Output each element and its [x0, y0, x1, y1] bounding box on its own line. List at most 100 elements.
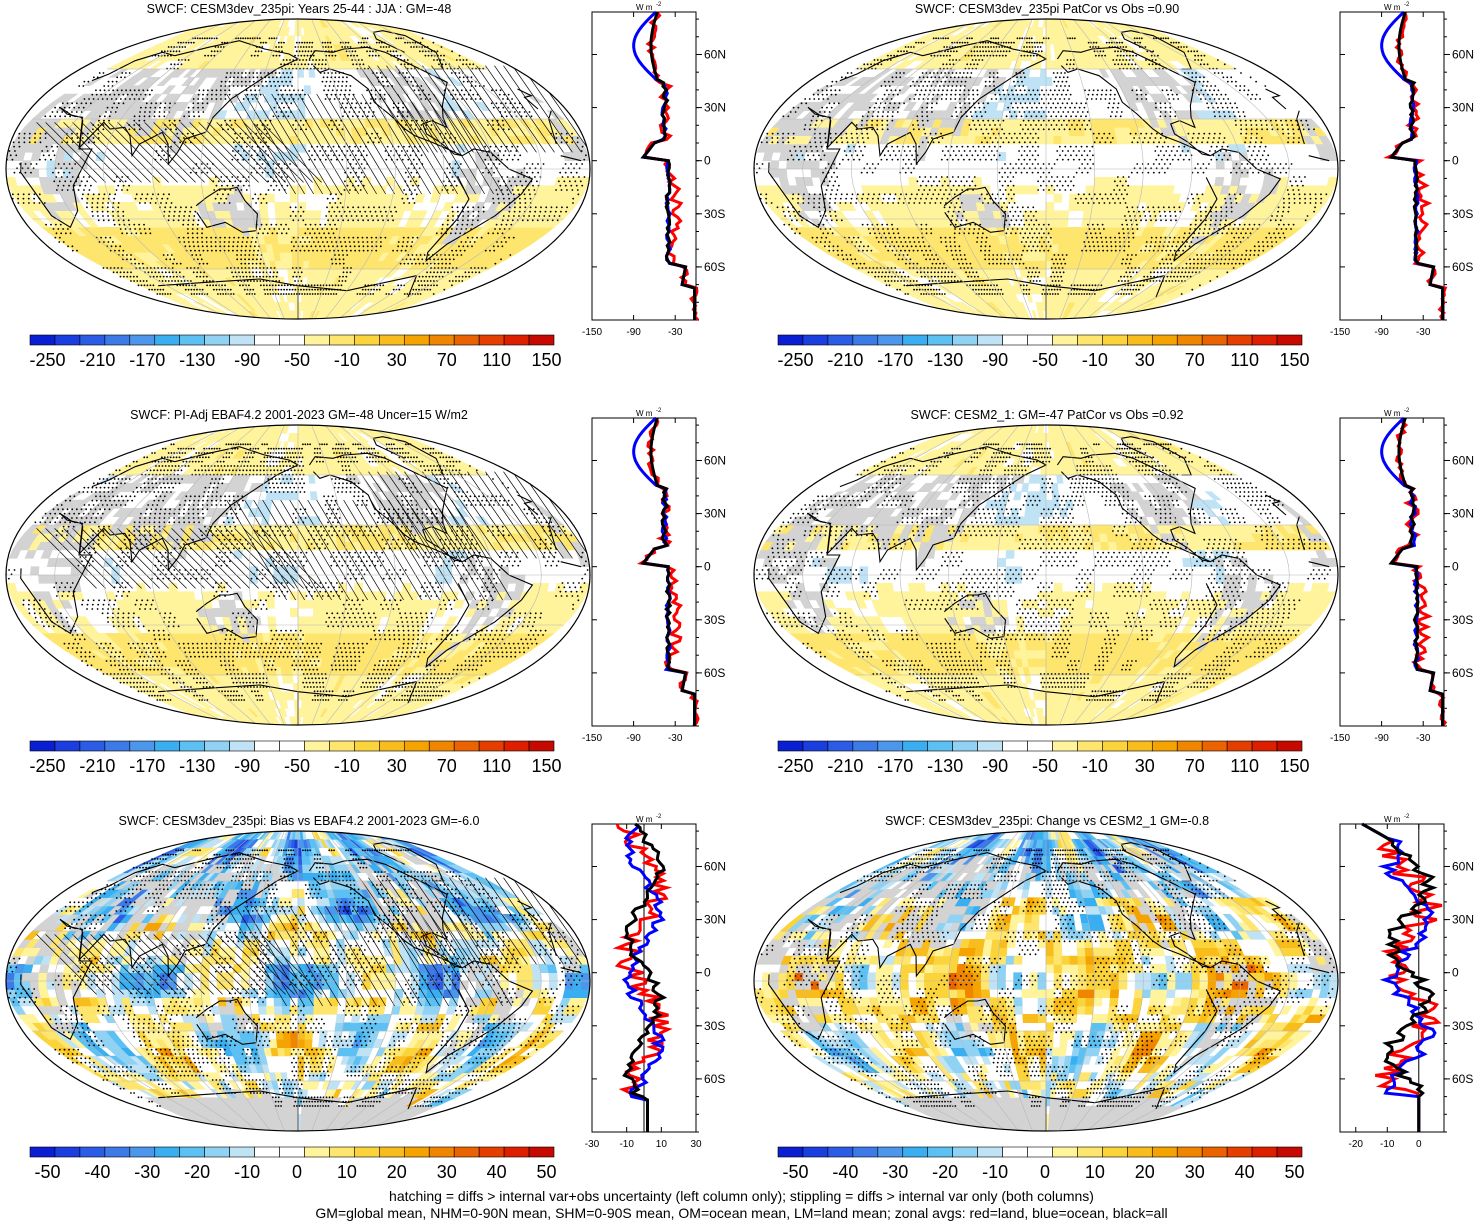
- colorbar-swatch: [504, 1147, 529, 1157]
- colorbar-label: -90: [982, 756, 1008, 776]
- colorbar-label: -250: [29, 756, 65, 776]
- lat-tick-label: 60N: [704, 453, 726, 467]
- zonal-x-tick-label: -90: [1374, 327, 1389, 338]
- panel-6: SWCF: CESM3dev_235pi: Change vs CESM2_1 …: [748, 812, 1483, 1202]
- colorbar-swatch: [180, 335, 205, 345]
- colorbar-label: -50: [284, 756, 310, 776]
- colorbar-swatch: [1102, 741, 1127, 751]
- zonal-unit-exponent: -2: [656, 408, 662, 414]
- colorbar-swatch: [1202, 335, 1227, 345]
- colorbar-label: -170: [129, 350, 165, 370]
- colorbar-label: 150: [1280, 350, 1310, 370]
- colorbar-label: -50: [782, 1162, 808, 1182]
- colorbar-swatch: [1102, 1147, 1127, 1157]
- colorbar-label: -90: [234, 756, 260, 776]
- colorbar-swatch: [1227, 1147, 1252, 1157]
- colorbar-label: 110: [482, 756, 511, 776]
- zonal-x-tick-label: -30: [668, 327, 683, 338]
- lat-tick-label: 60S: [704, 1072, 725, 1086]
- colorbar-swatch: [504, 741, 529, 751]
- colorbar-swatch: [429, 741, 454, 751]
- colorbar-swatch: [928, 335, 953, 345]
- colorbar-swatch: [205, 335, 230, 345]
- colorbar-swatch: [1152, 335, 1177, 345]
- zonal-unit-exponent: -2: [656, 2, 662, 8]
- colorbar-swatch: [155, 741, 180, 751]
- lat-tick-label: 60S: [704, 666, 725, 680]
- colorbar-swatch: [404, 335, 429, 345]
- colorbar-label: -10: [982, 1162, 1008, 1182]
- colorbar-swatch: [304, 335, 329, 345]
- colorbar-label: -130: [927, 350, 963, 370]
- colorbar-swatch: [404, 741, 429, 751]
- zonal-x-tick-label: 30: [690, 1139, 702, 1150]
- footer-line-1: hatching = diffs > internal var+obs unce…: [0, 1188, 1483, 1205]
- lat-tick-label: 60N: [704, 47, 726, 61]
- colorbar-label: 110: [1230, 350, 1259, 370]
- colorbar-swatch: [230, 741, 255, 751]
- colorbar-label: 50: [1285, 1162, 1305, 1182]
- colorbar-label: 30: [387, 756, 407, 776]
- lat-tick-label: 0: [704, 966, 711, 980]
- colorbar-label: -210: [827, 350, 863, 370]
- colorbar-label: -130: [927, 756, 963, 776]
- lat-tick-label: 0: [1452, 560, 1459, 574]
- colorbar-label: 0: [1040, 1162, 1050, 1182]
- zonal-x-tick-label: -150: [582, 733, 602, 744]
- colorbar-swatch: [1052, 741, 1077, 751]
- colorbar-label: -90: [982, 350, 1008, 370]
- colorbar-label: -10: [334, 350, 360, 370]
- colorbar-swatch: [155, 335, 180, 345]
- colorbar-swatch: [878, 741, 903, 751]
- colorbar-label: 70: [437, 350, 457, 370]
- zonal-x-tick-label: -150: [1330, 733, 1350, 744]
- colorbar-label: 50: [537, 1162, 557, 1182]
- colorbar-swatch: [1152, 1147, 1177, 1157]
- map: [0, 410, 644, 750]
- lat-tick-label: 30N: [704, 101, 726, 115]
- colorbar-swatch: [1052, 335, 1077, 345]
- zonal-x-tick-label: -90: [1374, 733, 1389, 744]
- colorbar-swatch: [1277, 335, 1302, 345]
- colorbar-swatch: [354, 335, 379, 345]
- colorbar-swatch: [105, 1147, 130, 1157]
- colorbar-swatch: [1127, 335, 1152, 345]
- colorbar-swatch: [205, 741, 230, 751]
- colorbar-label: -210: [79, 756, 115, 776]
- colorbar-swatch: [1077, 1147, 1102, 1157]
- zonal-unit-exponent: -2: [1404, 408, 1410, 414]
- colorbar-swatch: [504, 335, 529, 345]
- colorbar-swatch: [55, 741, 80, 751]
- lat-tick-label: 0: [704, 560, 711, 574]
- zonal-x-tick-label: -90: [626, 327, 641, 338]
- colorbar-swatch: [1003, 741, 1028, 751]
- colorbar-label: 150: [532, 756, 562, 776]
- colorbar-swatch: [1202, 741, 1227, 751]
- colorbar-label: 30: [1135, 756, 1155, 776]
- lat-tick-label: 30S: [1452, 1019, 1473, 1033]
- colorbar-swatch: [255, 741, 280, 751]
- colorbar-swatch: [928, 741, 953, 751]
- zonal-x-tick-label: -10: [1380, 1139, 1395, 1150]
- colorbar-swatch: [1177, 1147, 1202, 1157]
- colorbar-swatch: [155, 1147, 180, 1157]
- footer-line-2: GM=global mean, NHM=0-90N mean, SHM=0-90…: [0, 1205, 1483, 1222]
- colorbar-label: -50: [1032, 756, 1058, 776]
- colorbar-swatch: [454, 1147, 479, 1157]
- lat-tick-label: 60S: [1452, 260, 1473, 274]
- colorbar-swatch: [304, 1147, 329, 1157]
- colorbar-swatch: [529, 1147, 554, 1157]
- colorbar-swatch: [230, 335, 255, 345]
- zonal-unit-exponent: -2: [1404, 2, 1410, 8]
- colorbar-swatch: [1152, 741, 1177, 751]
- colorbar-swatch: [479, 1147, 504, 1157]
- zonal-x-tick-label: -30: [668, 733, 683, 744]
- colorbar-swatch: [255, 335, 280, 345]
